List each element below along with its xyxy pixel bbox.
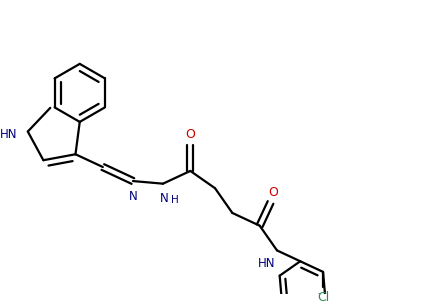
Text: HN: HN <box>0 128 17 141</box>
Text: Cl: Cl <box>317 291 329 304</box>
Text: O: O <box>268 186 278 199</box>
Text: HN: HN <box>258 257 275 270</box>
Text: O: O <box>185 128 195 141</box>
Text: N: N <box>159 192 168 205</box>
Text: N: N <box>130 189 138 203</box>
Text: H: H <box>172 195 179 205</box>
